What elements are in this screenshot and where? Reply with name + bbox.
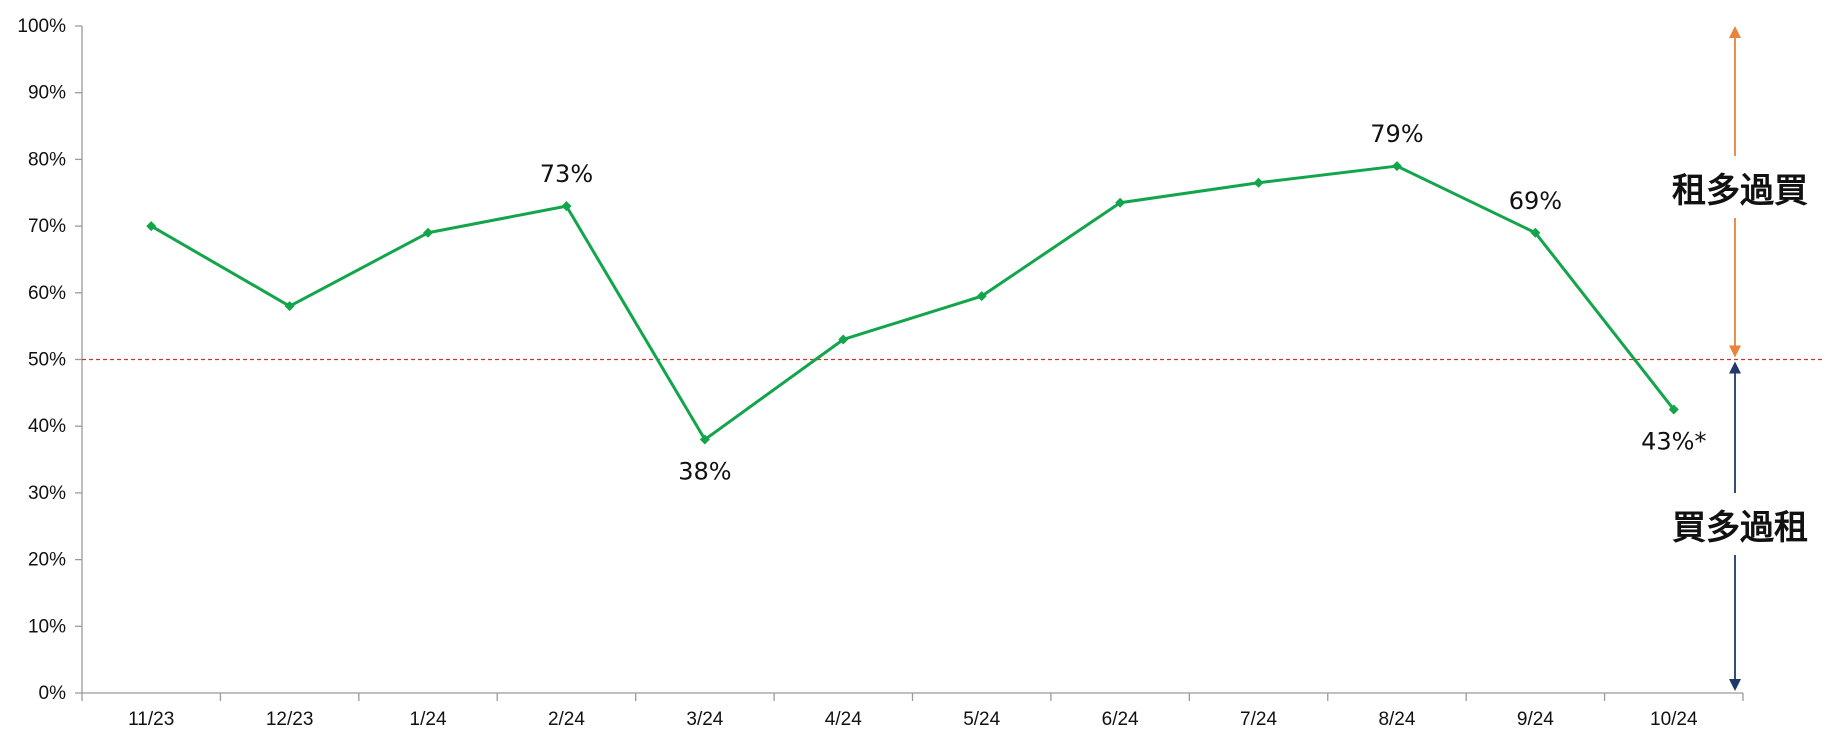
- x-tick-label: 4/24: [825, 709, 862, 730]
- lower-zone-arrowhead-top: [1729, 361, 1741, 374]
- x-tick-label: 2/24: [548, 709, 585, 730]
- data-label: 43%*: [1641, 428, 1706, 456]
- x-tick-label: 9/24: [1517, 709, 1554, 730]
- y-tick-label: 50%: [28, 350, 66, 371]
- data-point-marker: [1391, 161, 1402, 172]
- data-point-marker: [561, 201, 572, 212]
- zone-lower: 買多過租: [1672, 361, 1808, 691]
- x-tick-label: 6/24: [1102, 709, 1139, 730]
- data-point-marker: [1253, 177, 1264, 188]
- y-tick-label: 70%: [28, 216, 66, 237]
- data-point-marker: [1668, 404, 1679, 415]
- y-tick-label: 90%: [28, 83, 66, 104]
- y-tick-label: 0%: [39, 683, 67, 704]
- series-line: [150, 164, 1675, 442]
- y-tick-label: 100%: [17, 16, 66, 37]
- x-tick-label: 8/24: [1378, 709, 1415, 730]
- x-tick-label: 10/24: [1650, 709, 1698, 730]
- data-point-marker: [976, 291, 987, 302]
- x-axis: 11/23 12/23 1/24 2/24 3/24 4/24 5/24 6/24 7/24 8/…: [81, 692, 1744, 730]
- data-point-marker: [146, 221, 157, 232]
- y-tick-label: 40%: [28, 416, 66, 437]
- x-tick-label: 5/24: [963, 709, 1000, 730]
- zone-label-lower: 買多過租: [1672, 508, 1808, 548]
- x-tick-label: 7/24: [1240, 709, 1277, 730]
- x-tick-label: 1/24: [410, 709, 447, 730]
- data-label: 73%: [540, 160, 593, 188]
- data-point-marker: [1115, 197, 1126, 208]
- zone-upper: 租多過買: [1672, 26, 1808, 358]
- y-tick-label: 20%: [28, 550, 66, 571]
- x-tick-label: 12/23: [266, 709, 314, 730]
- data-label: 38%: [678, 458, 731, 486]
- y-tick-label: 80%: [28, 149, 66, 170]
- data-point-marker: [1530, 227, 1541, 238]
- data-label-layer: 73% 38% 79% 69% 43%*: [540, 120, 1707, 485]
- series-layer: [146, 161, 1679, 445]
- y-tick-label: 10%: [28, 616, 66, 637]
- y-tick-label: 30%: [28, 483, 66, 504]
- data-point-marker: [699, 434, 710, 445]
- data-label: 79%: [1370, 120, 1423, 148]
- data-label: 69%: [1509, 187, 1562, 215]
- data-point-marker: [838, 334, 849, 345]
- data-point-marker: [284, 301, 295, 312]
- y-tick-label: 60%: [28, 283, 66, 304]
- zone-label-upper: 租多過買: [1672, 171, 1808, 211]
- y-axis: 0% 10% 20% 30% 40% 50% 60% 70% 80% 90% 100%: [17, 16, 83, 704]
- lower-zone-arrowhead-bottom: [1729, 679, 1741, 691]
- upper-zone-arrowhead-top: [1729, 26, 1741, 38]
- upper-zone-arrowhead-bottom: [1729, 345, 1741, 358]
- x-tick-label: 3/24: [686, 709, 723, 730]
- x-tick-label: 11/23: [128, 709, 174, 730]
- data-point-marker: [423, 227, 434, 238]
